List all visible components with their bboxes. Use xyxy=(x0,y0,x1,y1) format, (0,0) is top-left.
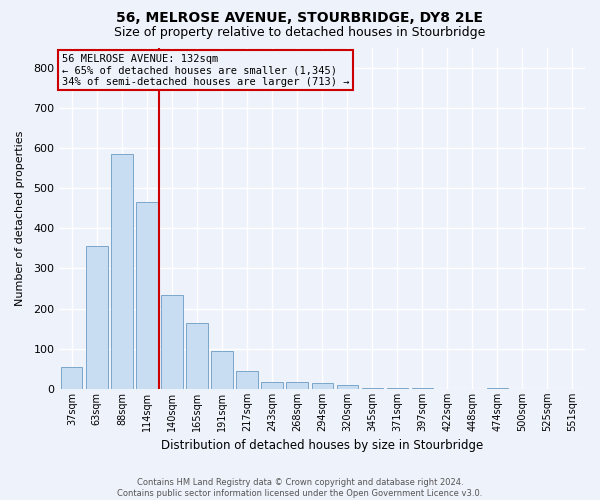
Bar xyxy=(61,367,82,389)
Bar xyxy=(487,388,508,389)
Text: Contains HM Land Registry data © Crown copyright and database right 2024.
Contai: Contains HM Land Registry data © Crown c… xyxy=(118,478,482,498)
Text: 56, MELROSE AVENUE, STOURBRIDGE, DY8 2LE: 56, MELROSE AVENUE, STOURBRIDGE, DY8 2LE xyxy=(116,11,484,25)
Bar xyxy=(262,382,283,389)
Text: 56 MELROSE AVENUE: 132sqm
← 65% of detached houses are smaller (1,345)
34% of se: 56 MELROSE AVENUE: 132sqm ← 65% of detac… xyxy=(62,54,349,86)
X-axis label: Distribution of detached houses by size in Stourbridge: Distribution of detached houses by size … xyxy=(161,440,483,452)
Bar xyxy=(412,388,433,389)
Bar xyxy=(337,385,358,389)
Bar xyxy=(286,382,308,389)
Bar xyxy=(136,202,158,389)
Y-axis label: Number of detached properties: Number of detached properties xyxy=(15,130,25,306)
Bar xyxy=(161,294,182,389)
Bar xyxy=(187,322,208,389)
Text: Size of property relative to detached houses in Stourbridge: Size of property relative to detached ho… xyxy=(115,26,485,39)
Bar xyxy=(362,388,383,389)
Bar xyxy=(311,383,333,389)
Bar xyxy=(236,371,258,389)
Bar xyxy=(211,350,233,389)
Bar xyxy=(386,388,408,389)
Bar xyxy=(111,154,133,389)
Bar xyxy=(86,246,107,389)
